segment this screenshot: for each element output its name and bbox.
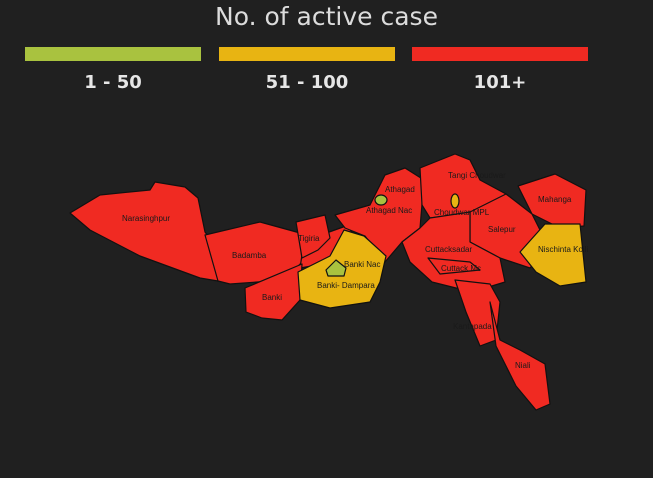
region-athagad-nac[interactable]	[374, 194, 388, 206]
legend-label-mid: 51 - 100	[265, 72, 349, 93]
region-choudwar-mpl[interactable]	[450, 193, 460, 209]
label-athagad-nac: Athagad Nac	[366, 206, 412, 215]
legend-label-low: 1 - 50	[84, 72, 142, 93]
label-narasinghpur: Narasinghpur	[122, 214, 170, 223]
label-athagad: Athagad	[385, 185, 415, 194]
label-banki: Banki	[262, 293, 282, 302]
region-banki[interactable]	[244, 263, 303, 321]
region-cuttacksadar[interactable]	[401, 211, 506, 293]
label-niali: Niali	[515, 361, 531, 370]
map-title: No. of active case	[215, 2, 438, 31]
label-tigiria: Tigiria	[298, 234, 320, 243]
label-tangi-choudwar: Tangi Choudwar	[448, 171, 506, 180]
label-mahanga: Mahanga	[538, 195, 572, 204]
legend-swatch-low	[25, 47, 201, 61]
region-niali[interactable]	[489, 301, 551, 411]
label-cuttacksadar: Cuttacksadar	[425, 245, 472, 254]
label-badamba: Badamba	[232, 251, 267, 260]
label-kantapada: Kantapada	[453, 322, 492, 331]
region-tigiria[interactable]	[295, 214, 331, 259]
label-choudwar-mpl: Choudwar MPL	[434, 208, 490, 217]
region-nischinta-koili[interactable]	[519, 223, 587, 287]
label-banki-dampara: Banki- Dampara	[317, 281, 375, 290]
legend-swatch-mid	[219, 47, 395, 61]
label-banki-nac: Banki Nac	[344, 260, 380, 269]
region-narasinghpur[interactable]	[69, 181, 219, 282]
region-cuttack-mc[interactable]	[427, 257, 481, 275]
legend-swatch-high	[412, 47, 588, 61]
label-nischinta-koili: Nischinta Koili	[538, 245, 588, 254]
label-cuttack-mc: Cuttack Mc	[441, 264, 481, 273]
label-salepur: Salepur	[488, 225, 516, 234]
region-banki-nac[interactable]	[325, 259, 347, 277]
legend-label-high: 101+	[473, 72, 527, 93]
